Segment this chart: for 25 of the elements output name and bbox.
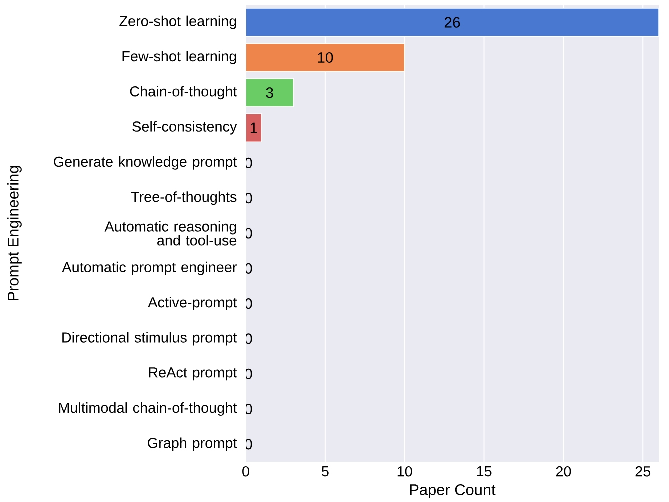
data-label: 3 <box>266 88 274 98</box>
y-tick-label: Zero-shot learning <box>120 16 236 30</box>
y-tick-label: Automatic reasoning and tool-use <box>104 221 237 246</box>
x-tick-label: 15 <box>477 466 492 477</box>
y-tick-label: Graph prompt <box>148 438 238 452</box>
y-tick-label: Directional stimulus prompt <box>62 332 238 346</box>
y-tick-label: Automatic prompt engineer <box>62 262 237 276</box>
y-tick-label: Chain-of-thought <box>130 86 238 100</box>
y-tick-label: Active-prompt <box>148 297 238 311</box>
x-tick-label: 0 <box>242 466 250 477</box>
y-tick-label: ReAct prompt <box>149 368 238 381</box>
y-tick-label: Self-consistency <box>132 121 238 135</box>
data-label: 1 <box>250 122 258 134</box>
x-axis-title: Paper Count <box>410 484 496 498</box>
x-tick-label: 20 <box>556 466 572 477</box>
y-axis-title: Prompt Engineering <box>8 166 22 300</box>
x-tick-label: 25 <box>636 466 651 477</box>
x-tick-label: 5 <box>322 466 329 477</box>
y-tick-label: Multimodal chain-of-thought <box>59 402 238 416</box>
x-tick-label: 10 <box>398 466 412 477</box>
y-tick-label: Tree-of-thoughts <box>131 192 237 206</box>
y-tick-label: Few-shot learning <box>122 51 236 64</box>
data-label: 10 <box>318 52 334 64</box>
y-tick-label: Generate knowledge prompt <box>54 156 238 170</box>
data-label: 26 <box>444 17 460 28</box>
